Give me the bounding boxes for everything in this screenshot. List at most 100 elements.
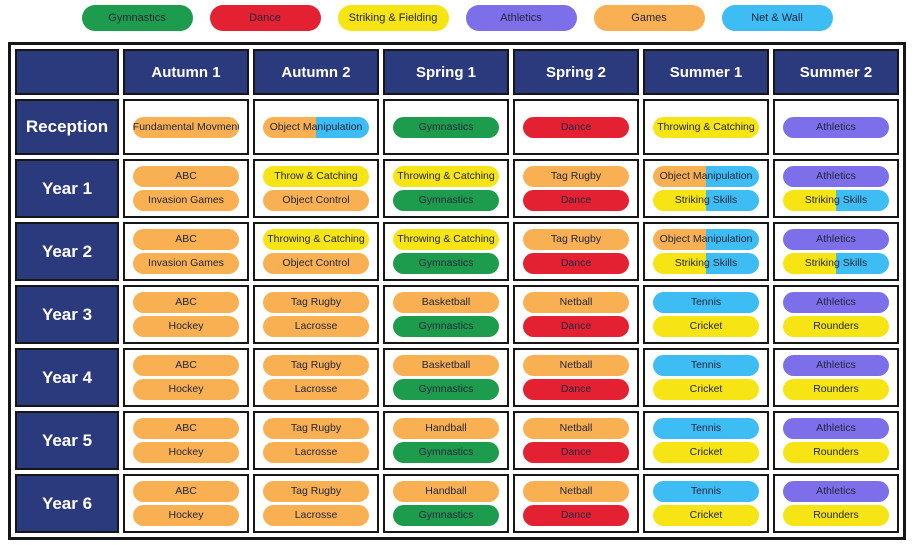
activity-pill-throwing-catching: Throwing & Catching: [392, 166, 500, 187]
activity-pill-dance: Dance: [522, 379, 630, 400]
cell-year-6-spring-2: Netball Dance: [513, 474, 639, 533]
activity-pill-tag-rugby: Tag Rugby: [522, 166, 630, 187]
activity-pill-rounders: Rounders: [782, 442, 890, 463]
cell-year-4-autumn-2: Tag Rugby Lacrosse: [253, 348, 379, 407]
cell-year-1-autumn-1: ABC Invasion Games: [123, 159, 249, 218]
cell-year-1-summer-2: Athletics Striking Skills: [773, 159, 899, 218]
legend-pill-gymnastics: Gymnastics: [81, 5, 193, 31]
column-header-autumn-2: Autumn 2: [253, 49, 379, 95]
row-year-4: Year 4 ABC Hockey Tag Rugby Lacrosse Basketba…: [15, 348, 899, 407]
activity-pill-tag-rugby: Tag Rugby: [262, 355, 370, 376]
activity-pill-object-manipulation: Object Manipulation: [652, 229, 760, 250]
cell-year-1-summer-1: Object Manipulation Striking Skills: [643, 159, 769, 218]
row-year-2: Year 2 ABC Invasion Games Throwing & Catchi…: [15, 222, 899, 281]
activity-pill-gymnastics: Gymnastics: [392, 316, 500, 337]
cell-reception-autumn-1: Fundamental Movments: [123, 99, 249, 155]
row-label-year-5: Year 5: [15, 411, 119, 470]
cell-year-6-autumn-1: ABC Hockey: [123, 474, 249, 533]
activity-pill-basketball: Basketball: [392, 292, 500, 313]
cell-year-6-spring-1: Handball Gymnastics: [383, 474, 509, 533]
activity-pill-gymnastics: Gymnastics: [392, 116, 500, 138]
activity-pill-cricket: Cricket: [652, 379, 760, 400]
activity-pill-rounders: Rounders: [782, 316, 890, 337]
activity-pill-lacrosse: Lacrosse: [262, 505, 370, 526]
activity-pill-abc: ABC: [132, 481, 240, 502]
column-header-summer-1: Summer 1: [643, 49, 769, 95]
activity-pill-object-manipulation: Object Manipulation: [652, 166, 760, 187]
activity-pill-striking-skills: Striking Skills: [782, 190, 890, 211]
activity-pill-dance: Dance: [522, 316, 630, 337]
cell-year-5-summer-1: Tennis Cricket: [643, 411, 769, 470]
activity-pill-athletics: Athletics: [782, 229, 890, 250]
legend-pill-net-wall: Net & Wall: [721, 5, 833, 31]
activity-pill-rounders: Rounders: [782, 505, 890, 526]
activity-pill-dance: Dance: [522, 253, 630, 274]
row-label-year-6: Year 6: [15, 474, 119, 533]
activity-pill-tennis: Tennis: [652, 481, 760, 502]
activity-pill-throwing-catching: Throwing & Catching: [392, 229, 500, 250]
activity-pill-athletics: Athletics: [782, 116, 890, 138]
cell-year-5-autumn-1: ABC Hockey: [123, 411, 249, 470]
activity-pill-tennis: Tennis: [652, 355, 760, 376]
cell-year-4-spring-2: Netball Dance: [513, 348, 639, 407]
activity-pill-gymnastics: Gymnastics: [392, 505, 500, 526]
cell-year-2-summer-2: Athletics Striking Skills: [773, 222, 899, 281]
activity-pill-dance: Dance: [522, 505, 630, 526]
activity-pill-throw-catching: Throw & Catching: [262, 166, 370, 187]
activity-pill-fundamental-movments: Fundamental Movments: [132, 116, 240, 138]
activity-pill-invasion-games: Invasion Games: [132, 190, 240, 211]
cell-reception-spring-2: Dance: [513, 99, 639, 155]
row-year-1: Year 1 ABC Invasion Games Throw & Catching O…: [15, 159, 899, 218]
cell-year-2-spring-2: Tag Rugby Dance: [513, 222, 639, 281]
activity-pill-athletics: Athletics: [782, 481, 890, 502]
activity-pill-striking-skills: Striking Skills: [652, 253, 760, 274]
activity-pill-dance: Dance: [522, 116, 630, 138]
activity-pill-abc: ABC: [132, 418, 240, 439]
activity-pill-dance: Dance: [522, 190, 630, 211]
activity-pill-athletics: Athletics: [782, 418, 890, 439]
row-label-year-1: Year 1: [15, 159, 119, 218]
row-label-year-3: Year 3: [15, 285, 119, 344]
activity-pill-basketball: Basketball: [392, 355, 500, 376]
activity-pill-hockey: Hockey: [132, 505, 240, 526]
cell-year-4-autumn-1: ABC Hockey: [123, 348, 249, 407]
cell-year-3-spring-1: Basketball Gymnastics: [383, 285, 509, 344]
activity-pill-athletics: Athletics: [782, 292, 890, 313]
activity-pill-tennis: Tennis: [652, 418, 760, 439]
cell-year-5-spring-2: Netball Dance: [513, 411, 639, 470]
activity-pill-striking-skills: Striking Skills: [782, 253, 890, 274]
activity-pill-tennis: Tennis: [652, 292, 760, 313]
cell-year-4-spring-1: Basketball Gymnastics: [383, 348, 509, 407]
activity-pill-athletics: Athletics: [782, 355, 890, 376]
activity-pill-lacrosse: Lacrosse: [262, 442, 370, 463]
cell-year-4-summer-2: Athletics Rounders: [773, 348, 899, 407]
row-label-year-4: Year 4: [15, 348, 119, 407]
activity-pill-abc: ABC: [132, 292, 240, 313]
corner-cell: [15, 49, 119, 95]
column-header-spring-2: Spring 2: [513, 49, 639, 95]
legend: Gymnastics Dance Striking & Fielding Athlet…: [0, 0, 914, 32]
cell-year-2-spring-1: Throwing & Catching Gymnastics: [383, 222, 509, 281]
legend-pill-striking-fielding: Striking & Fielding: [337, 5, 449, 31]
activity-pill-lacrosse: Lacrosse: [262, 379, 370, 400]
activity-pill-netball: Netball: [522, 481, 630, 502]
activity-pill-gymnastics: Gymnastics: [392, 379, 500, 400]
cell-year-5-summer-2: Athletics Rounders: [773, 411, 899, 470]
row-year-5: Year 5 ABC Hockey Tag Rugby Lacrosse Handball…: [15, 411, 899, 470]
activity-pill-tag-rugby: Tag Rugby: [262, 292, 370, 313]
legend-pill-athletics: Athletics: [465, 5, 577, 31]
cell-reception-autumn-2: Object Manipulation: [253, 99, 379, 155]
activity-pill-cricket: Cricket: [652, 442, 760, 463]
activity-pill-netball: Netball: [522, 418, 630, 439]
cell-year-6-summer-2: Athletics Rounders: [773, 474, 899, 533]
activity-pill-hockey: Hockey: [132, 442, 240, 463]
cell-year-3-autumn-2: Tag Rugby Lacrosse: [253, 285, 379, 344]
cell-year-2-autumn-1: ABC Invasion Games: [123, 222, 249, 281]
activity-pill-tag-rugby: Tag Rugby: [262, 481, 370, 502]
activity-pill-abc: ABC: [132, 229, 240, 250]
cell-year-2-autumn-2: Throwing & Catching Object Control: [253, 222, 379, 281]
activity-pill-hockey: Hockey: [132, 379, 240, 400]
activity-pill-tag-rugby: Tag Rugby: [522, 229, 630, 250]
row-reception: Reception Fundamental Movments Object Mani…: [15, 99, 899, 155]
